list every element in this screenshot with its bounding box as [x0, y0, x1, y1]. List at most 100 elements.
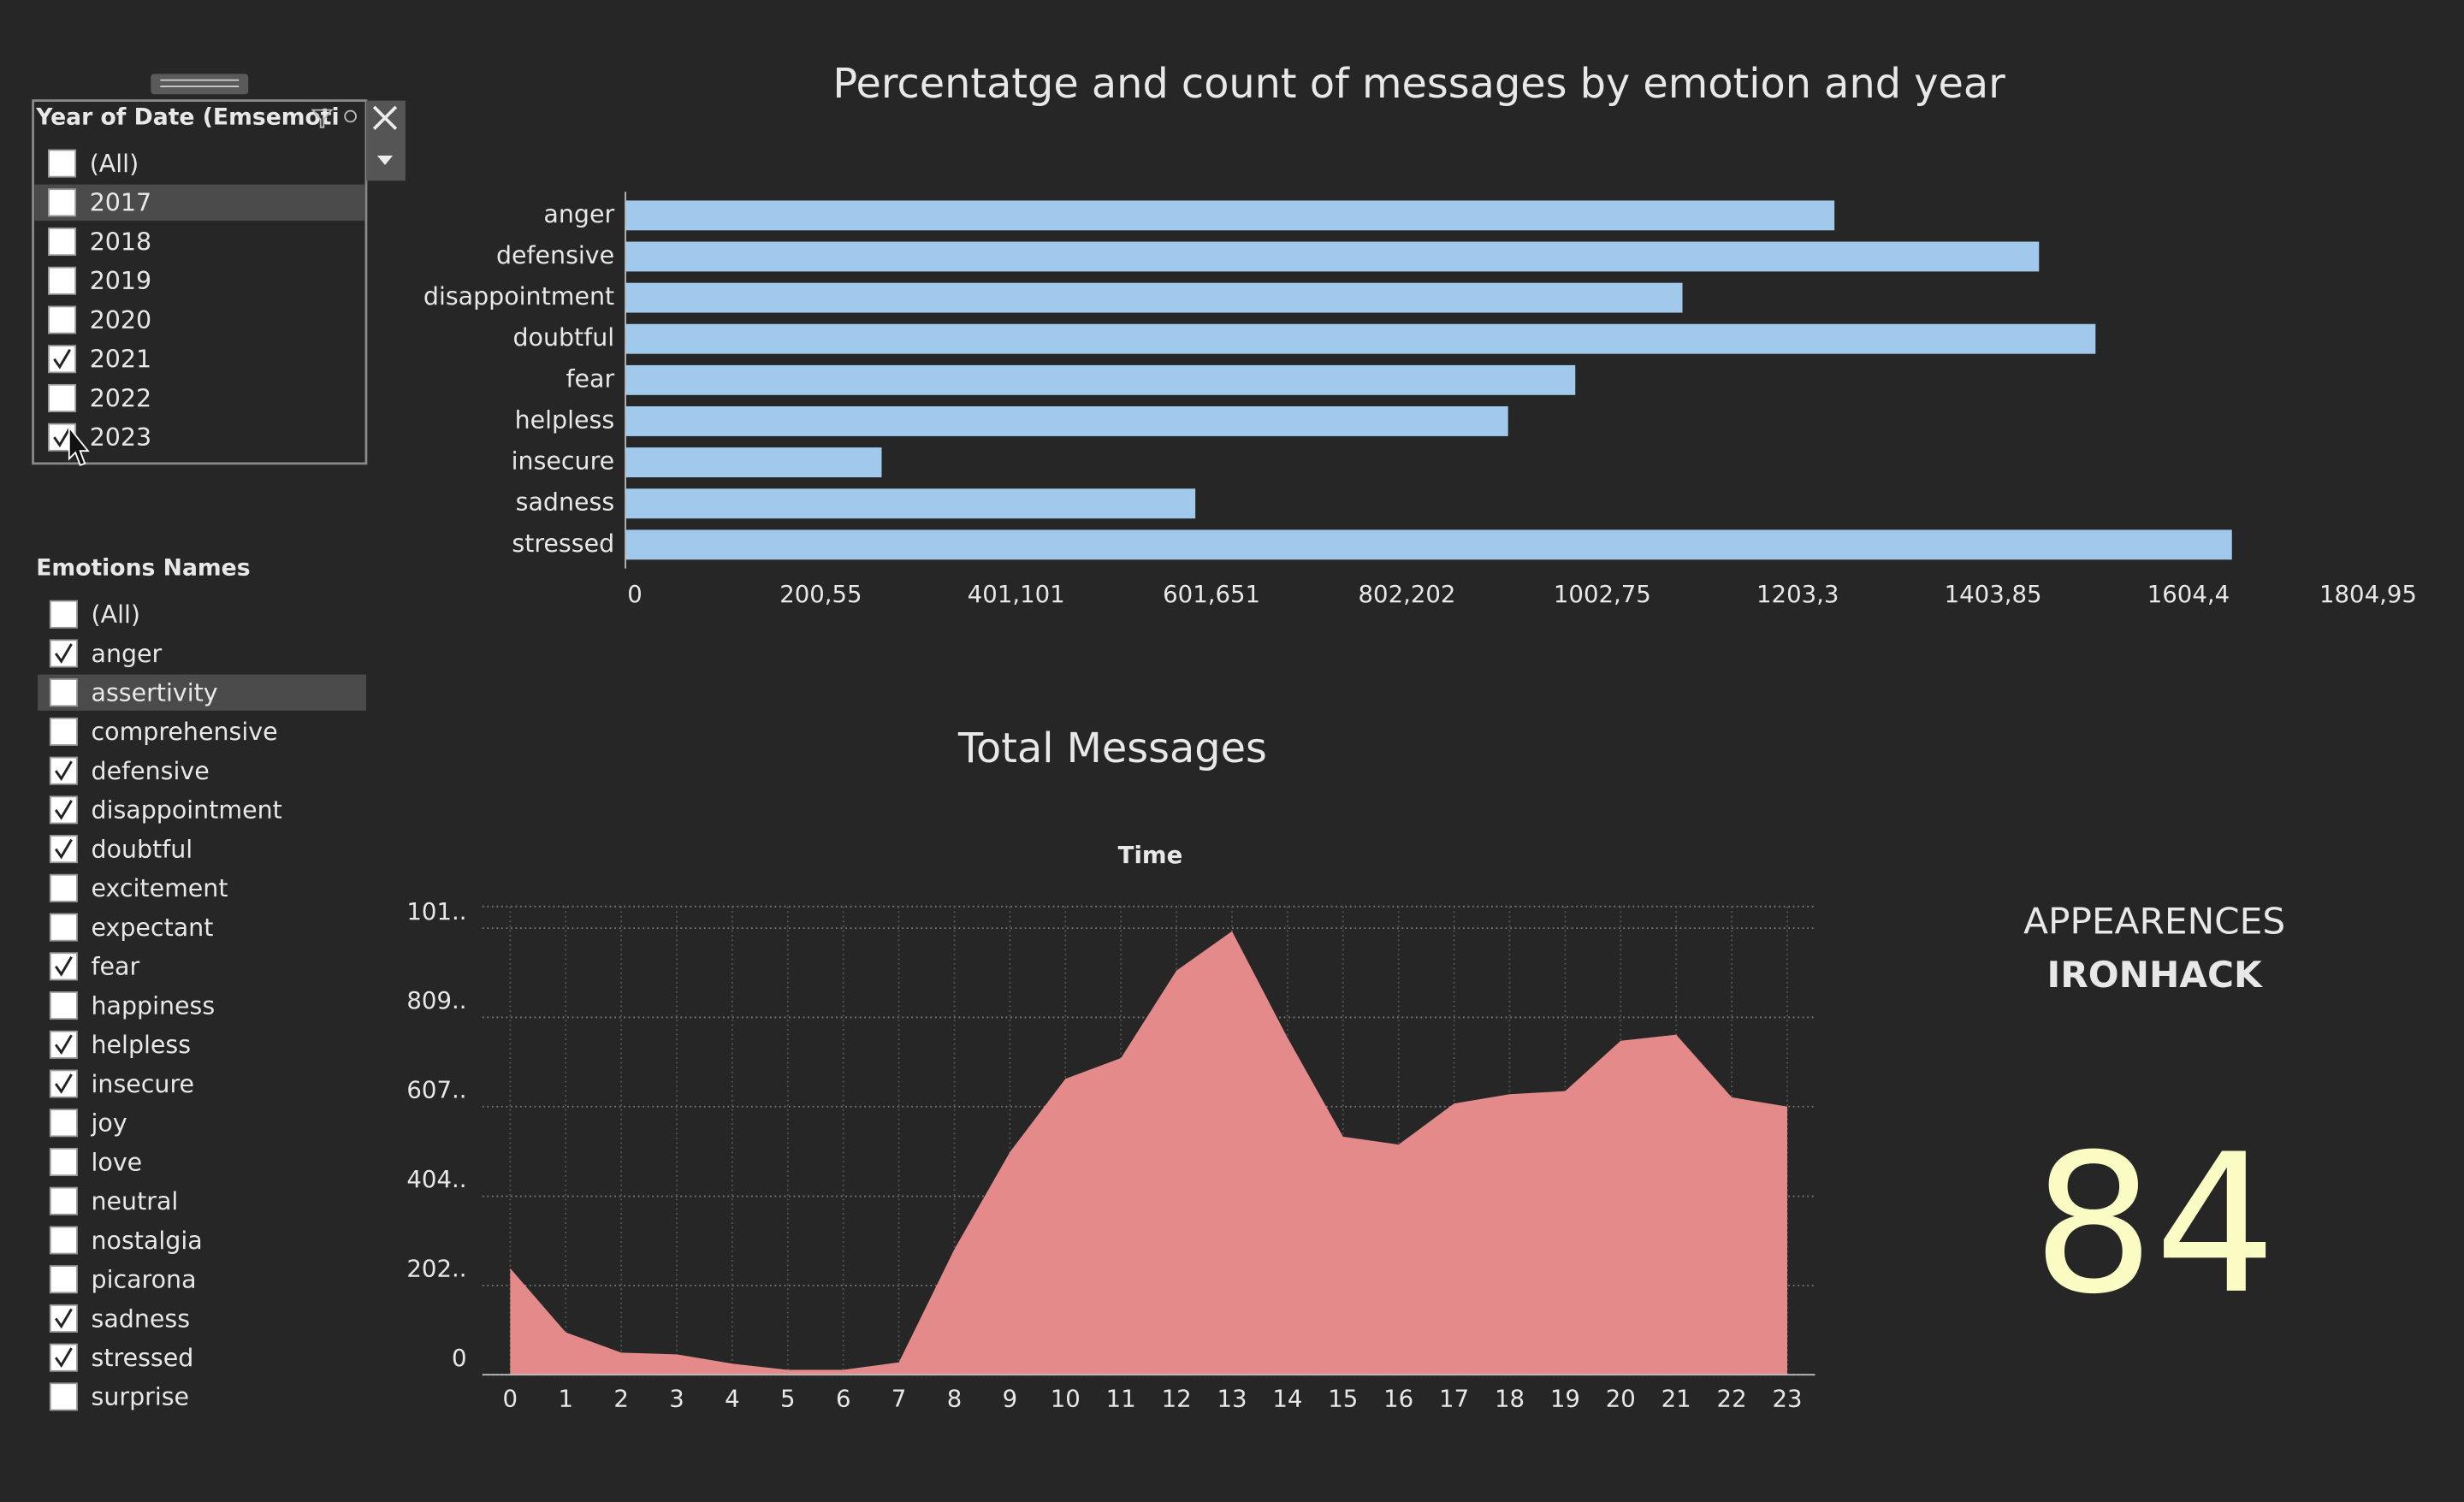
x-tick-label: 4	[725, 1386, 740, 1413]
close-button[interactable]	[372, 105, 398, 130]
x-tick-label: 11	[1106, 1386, 1136, 1413]
x-tick-label: 401,101	[968, 581, 1065, 608]
x-tick-label: 2	[613, 1386, 629, 1413]
kpi-title: APPEARENCES	[2023, 901, 2285, 943]
x-tick-label: 7	[891, 1386, 907, 1413]
checkbox[interactable]	[49, 1069, 78, 1098]
y-tick-label: 607..	[406, 1076, 466, 1103]
search-icon[interactable]	[344, 109, 357, 123]
filter-item-label[interactable]: helpless	[92, 1031, 192, 1059]
checkbox[interactable]	[49, 1226, 78, 1255]
x-tick-label: 1804,95	[2319, 581, 2417, 608]
checkbox[interactable]	[49, 1343, 78, 1372]
bar	[625, 488, 1196, 519]
checkbox[interactable]	[49, 1030, 78, 1059]
checkbox[interactable]	[49, 991, 78, 1020]
x-tick-label: 1403,85	[1945, 581, 2042, 608]
chart-title: Total Messages	[957, 725, 1267, 772]
filter-item-label[interactable]: 2017	[90, 189, 151, 217]
filter-item-label[interactable]: 2019	[90, 267, 151, 295]
filter-item-label[interactable]: anger	[92, 640, 163, 668]
y-tick-label: 202..	[406, 1256, 466, 1283]
filter-item-label[interactable]: expectant	[92, 914, 214, 942]
filter-item-label[interactable]: 2021	[90, 346, 151, 374]
checkmark	[53, 348, 71, 370]
checkbox[interactable]	[49, 795, 78, 825]
filter-item-label[interactable]: (All)	[92, 600, 140, 629]
x-tick-label: 10	[1051, 1386, 1081, 1413]
chart-title: Percentatge and count of messages by emo…	[832, 61, 2005, 108]
filter-item-label[interactable]: disappointment	[92, 796, 282, 825]
checkbox[interactable]	[48, 149, 77, 178]
checkbox[interactable]	[48, 345, 77, 374]
filter-item-label[interactable]: nostalgia	[92, 1227, 203, 1255]
checkbox[interactable]	[48, 266, 77, 295]
x-tick-label: 18	[1495, 1386, 1525, 1413]
checkbox[interactable]	[49, 717, 78, 746]
filter-item-label[interactable]: insecure	[92, 1070, 195, 1098]
checkbox[interactable]	[49, 1382, 78, 1411]
filter-item-label[interactable]: picarona	[92, 1266, 197, 1294]
y-tick-label: sadness	[516, 488, 615, 517]
filter-item-label[interactable]: happiness	[92, 991, 216, 1020]
filter-title: Emotions Names	[36, 554, 250, 581]
kpi-subtitle: IRONHACK	[2047, 954, 2264, 996]
checkbox[interactable]	[49, 913, 78, 942]
checkbox[interactable]	[49, 600, 78, 629]
x-tick-label: 9	[1003, 1386, 1018, 1413]
x-tick-label: 6	[836, 1386, 851, 1413]
checkbox[interactable]	[49, 873, 78, 902]
x-tick-label: 22	[1717, 1386, 1747, 1413]
checkbox[interactable]	[49, 835, 78, 864]
filter-item-label[interactable]: fear	[92, 953, 140, 981]
bar	[625, 241, 2040, 272]
bar	[625, 529, 2232, 560]
bar	[625, 364, 1576, 395]
checkbox[interactable]	[49, 1265, 78, 1294]
x-tick-label: 13	[1217, 1386, 1247, 1413]
dropdown-button[interactable]	[376, 155, 394, 165]
checkbox[interactable]	[48, 228, 77, 257]
checkbox[interactable]	[49, 756, 78, 785]
checkbox[interactable]	[48, 305, 77, 334]
bar	[625, 323, 2096, 354]
filter-item-label[interactable]: sadness	[92, 1304, 191, 1333]
checkbox[interactable]	[49, 639, 78, 668]
filter-item-label[interactable]: 2018	[90, 228, 151, 256]
checkbox[interactable]	[48, 383, 77, 412]
x-tick-label: 23	[1772, 1386, 1802, 1413]
filter-item-label[interactable]: 2023	[90, 423, 151, 452]
filter-item-label[interactable]: joy	[91, 1109, 127, 1138]
bar	[625, 200, 1835, 231]
x-tick-label: 1203,3	[1756, 581, 1839, 608]
hover-row	[34, 184, 365, 221]
filter-item-label[interactable]: 2022	[90, 384, 151, 412]
bar	[625, 282, 1683, 313]
checkbox[interactable]	[49, 1186, 78, 1215]
y-tick-label: disappointment	[424, 282, 614, 310]
checkbox[interactable]	[49, 1304, 78, 1333]
checkbox[interactable]	[49, 1147, 78, 1177]
filter-frame	[32, 99, 368, 465]
filter-item-label[interactable]: surprise	[92, 1383, 190, 1411]
x-tick-label: 1	[558, 1386, 573, 1413]
checkbox[interactable]	[49, 678, 78, 707]
checkbox[interactable]	[49, 1109, 78, 1138]
filter-item-label[interactable]: (All)	[90, 150, 139, 178]
filter-item-label[interactable]: doubtful	[92, 835, 193, 863]
filter-item-label[interactable]: assertivity	[92, 679, 218, 707]
filter-item-label[interactable]: defensive	[92, 757, 210, 785]
checkbox[interactable]	[49, 952, 78, 981]
checkbox[interactable]	[48, 188, 77, 217]
filter-item-label[interactable]: stressed	[92, 1344, 194, 1372]
filter-item-label[interactable]: comprehensive	[92, 718, 278, 746]
x-tick-label: 802,202	[1359, 581, 1456, 608]
filter-item-label[interactable]: neutral	[92, 1187, 179, 1215]
x-tick-label: 16	[1383, 1386, 1413, 1413]
filter-item-label[interactable]: excitement	[92, 874, 228, 902]
filter-item-label[interactable]: 2020	[90, 306, 151, 334]
filter-controls	[365, 100, 406, 181]
filter-item-label[interactable]: love	[92, 1148, 143, 1176]
clear-filter-icon[interactable]	[311, 109, 334, 128]
drag-handle[interactable]	[151, 74, 249, 95]
